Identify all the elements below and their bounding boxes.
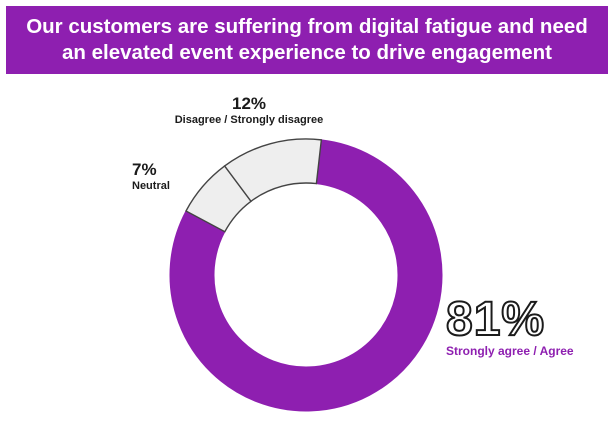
label-disagree: 12% Disagree / Strongly disagree (174, 94, 324, 126)
slice-agree (169, 139, 443, 412)
title-line-2: an elevated event experience to drive en… (62, 41, 552, 64)
title-banner: Our customers are suffering from digital… (6, 6, 608, 74)
label-disagree-value: 12% (231, 94, 267, 113)
label-agree: 81% Strongly agree / Agree (445, 293, 574, 359)
label-agree-value: 81% (445, 293, 546, 346)
label-neutral-text: Neutral (132, 180, 170, 192)
label-disagree-text: Disagree / Strongly disagree (174, 114, 324, 126)
label-neutral-value: 7% (132, 160, 157, 179)
slice-disagree (223, 138, 323, 203)
title-line-1: Our customers are suffering from digital… (26, 15, 588, 38)
label-agree-text: Strongly agree / Agree (446, 344, 574, 358)
label-neutral: 7% Neutral (132, 160, 170, 192)
